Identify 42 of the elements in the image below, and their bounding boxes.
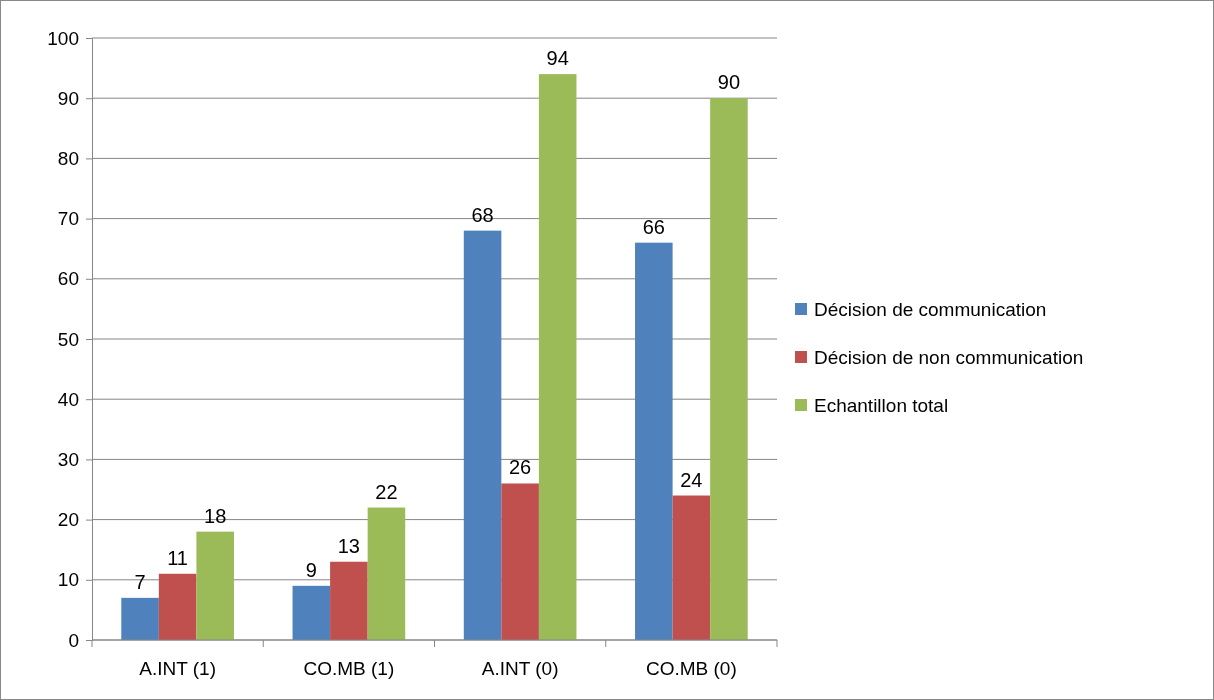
bar: [635, 242, 673, 640]
bar: [330, 561, 368, 640]
y-tick-label: 60: [57, 268, 79, 290]
bar: [292, 585, 331, 640]
legend-label: Décision de communication: [814, 299, 1047, 320]
bar: [121, 597, 159, 640]
bar: [710, 98, 748, 640]
x-tick-label: A.INT (1): [139, 658, 216, 679]
y-tick-label: 50: [57, 328, 79, 350]
data-label: 90: [717, 71, 741, 94]
legend-label: Décision de non communication: [814, 347, 1084, 368]
bar: [367, 507, 406, 640]
bar: [672, 495, 711, 640]
y-tick-label: 10: [57, 569, 79, 591]
data-label: 11: [167, 546, 189, 569]
y-tick-label: 100: [47, 27, 79, 49]
y-tick-label: 40: [57, 388, 79, 410]
bar: [196, 531, 234, 640]
y-tick-label: 70: [57, 208, 79, 230]
y-tick-label: 20: [57, 509, 79, 531]
y-tick-label: 80: [57, 147, 79, 169]
data-label: 7: [134, 570, 146, 593]
legend-label: Echantillon total: [814, 395, 949, 416]
y-tick-label: 0: [68, 629, 79, 651]
bar: [538, 74, 577, 640]
x-tick-label: CO.MB (1): [303, 658, 395, 679]
x-tick-label: A.INT (0): [481, 658, 559, 679]
data-label: 24: [680, 468, 703, 491]
data-label: 18: [204, 504, 227, 527]
data-label: 66: [642, 215, 665, 238]
x-tick-label: CO.MB (0): [645, 658, 737, 679]
data-label: 9: [305, 558, 317, 581]
data-label: 13: [337, 534, 360, 557]
data-label: 26: [509, 456, 532, 479]
data-label: 94: [546, 47, 569, 70]
y-tick-label: 90: [57, 87, 79, 109]
bar: [158, 573, 197, 640]
y-tick-label: 30: [57, 448, 79, 470]
bar: [463, 230, 502, 640]
bar: [501, 483, 539, 640]
data-label: 22: [375, 480, 398, 503]
data-label: 68: [471, 203, 494, 226]
